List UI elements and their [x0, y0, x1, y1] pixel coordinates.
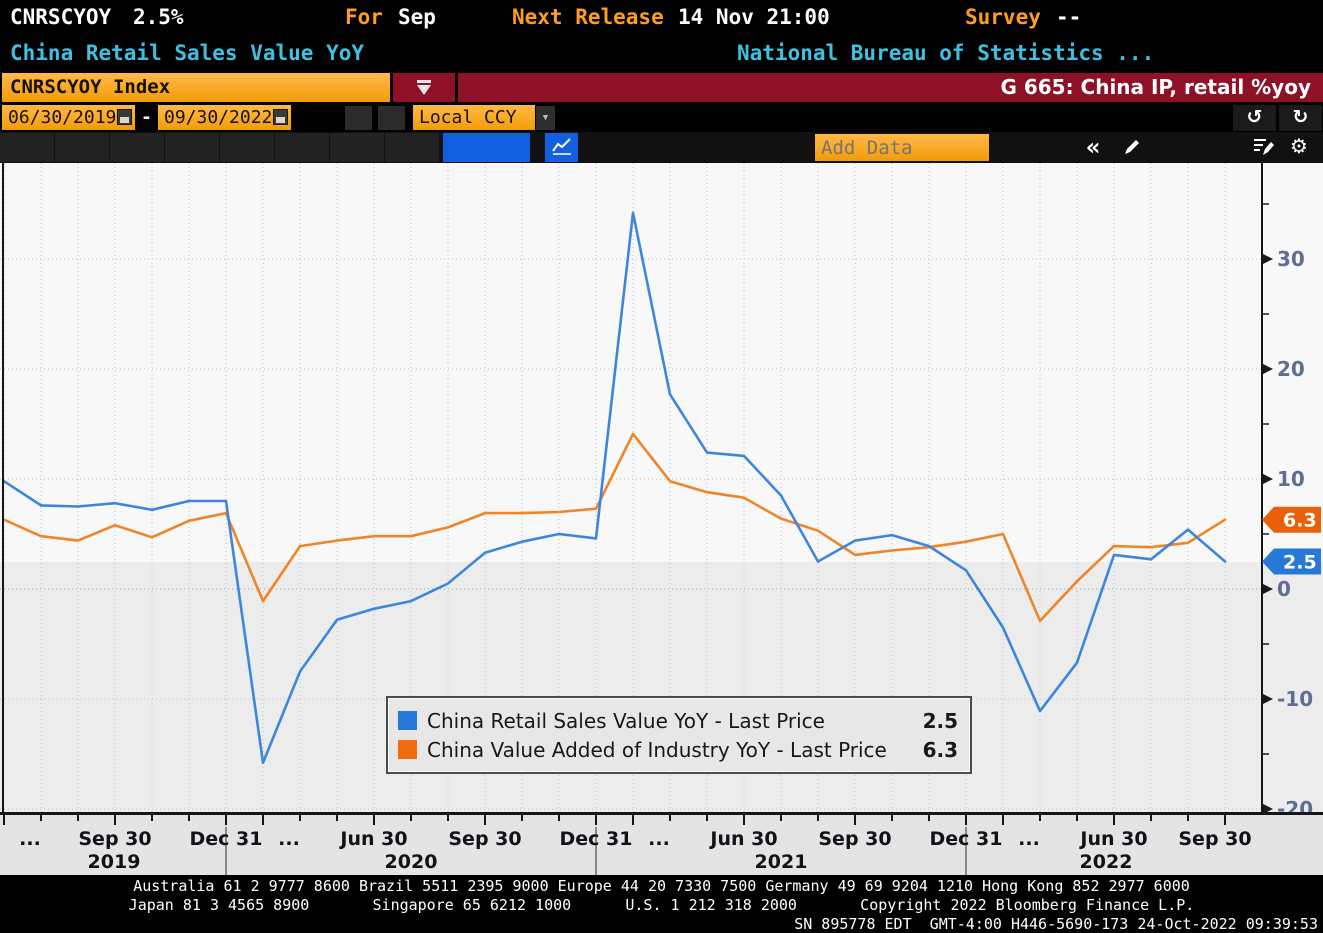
y-major-tick — [1263, 254, 1273, 264]
currency-dropdown-button[interactable]: ▼ — [536, 106, 555, 130]
x-tick-label: Dec 31 — [930, 828, 1003, 850]
survey-label: Survey — [965, 5, 1041, 29]
tab-slot-5[interactable] — [220, 133, 274, 162]
dropdown-funnel-icon — [417, 80, 431, 83]
toolbar-button[interactable] — [378, 106, 405, 130]
annotate-button[interactable] — [1252, 137, 1276, 161]
footer-line-2: Japan 81 3 4565 8900 Singapore 65 6212 1… — [128, 896, 1195, 914]
last-value: 2.5% — [133, 5, 184, 29]
legend-value: 6.3 — [922, 737, 958, 762]
legend-row-industry[interactable]: China Value Added of Industry YoY - Last… — [398, 735, 958, 764]
date-from-field[interactable]: 06/30/2019 — [2, 105, 135, 130]
next-release-value: 14 Nov 21:00 — [678, 5, 830, 29]
series-line-industry — [2, 432, 1227, 623]
security-dropdown-button[interactable] — [393, 73, 455, 102]
header-row-2: China Retail Sales Value YoY National Bu… — [0, 36, 1323, 72]
security-bar: CNRSCYOY Index G 665: China IP, retail %… — [0, 72, 1323, 104]
date-to-field[interactable]: 09/30/2022 — [158, 105, 291, 130]
security-name: China Retail Sales Value YoY — [10, 41, 365, 65]
y-tick-label: 10 — [1277, 467, 1305, 491]
series-line-retail — [2, 211, 1227, 765]
tab-slot-1[interactable] — [0, 133, 54, 162]
chart-plot-area[interactable]: 30 20 10 0 -10 -20 2.5 6.3 China Retail Sales V… — [0, 163, 1323, 812]
currency-select[interactable]: Local CCY — [413, 105, 535, 130]
y-tick-label: 0 — [1277, 577, 1291, 601]
legend-row-retail[interactable]: China Retail Sales Value YoY - Last Pric… — [398, 706, 958, 735]
calendar-icon[interactable] — [117, 109, 132, 125]
chart-title-banner: G 665: China IP, retail %yoy — [458, 73, 1323, 102]
tab-slot-6[interactable] — [275, 133, 329, 162]
line-chart-icon-button[interactable] — [545, 133, 578, 162]
collapse-panel-button[interactable]: « — [1086, 133, 1101, 161]
x-axis-strip: ... Sep 30 Dec 31... Jun 30 Sep 30 Dec 31... J… — [0, 812, 1323, 875]
x-tick-label: Dec 31 — [560, 828, 633, 850]
header-row-1: CNRSCYOY 2.5% For Sep Next Release 14 No… — [0, 0, 1323, 36]
last-price-tag-value: 2.5 — [1283, 552, 1317, 574]
date-range-dash: - — [141, 107, 152, 128]
tab-slot-2[interactable] — [55, 133, 109, 162]
y-tick-label: -10 — [1277, 687, 1313, 711]
settings-gear-button[interactable]: ⚙ — [1290, 134, 1308, 158]
x-tick-label: Jun 30 — [708, 828, 777, 850]
y-major-tick — [1263, 364, 1273, 374]
period-label: For — [345, 5, 383, 29]
tab-slot-4[interactable] — [165, 133, 219, 162]
tab-slot-7[interactable] — [330, 133, 384, 162]
year-label: 2022 — [1080, 851, 1133, 873]
legend-swatch-blue — [398, 711, 417, 730]
tab-slot-3[interactable] — [110, 133, 164, 162]
x-tick-label: ... — [278, 828, 300, 850]
x-tick-label: Jun 30 — [338, 828, 407, 850]
year-label: 2020 — [385, 851, 438, 873]
period-value: Sep — [398, 5, 436, 29]
x-tick-label: Dec 31 — [190, 828, 263, 850]
y-tick-label: 20 — [1277, 357, 1305, 381]
y-major-tick — [1263, 474, 1273, 484]
last-price-tag-retail — [1262, 548, 1321, 575]
calendar-icon[interactable] — [273, 109, 288, 125]
x-tick-label: Sep 30 — [78, 828, 151, 850]
x-tick-label: ... — [648, 828, 670, 850]
chart-toolbar: « ⚙ — [0, 132, 1323, 163]
y-tick-label: -20 — [1277, 797, 1313, 812]
year-label: 2021 — [755, 851, 808, 873]
tab-selected[interactable] — [443, 133, 530, 162]
terminal-footer: Australia 61 2 9777 8600 Brazil 5511 239… — [0, 875, 1323, 933]
security-input[interactable]: CNRSCYOY Index — [2, 73, 390, 102]
x-tick-label: Jun 30 — [1078, 828, 1147, 850]
survey-value: -- — [1056, 5, 1082, 29]
legend-swatch-orange — [398, 740, 417, 759]
line-chart-icon — [551, 138, 571, 155]
y-major-tick — [1263, 804, 1273, 812]
x-axis-canvas: ... Sep 30 Dec 31... Jun 30 Sep 30 Dec 31... J… — [0, 812, 1323, 875]
redo-button[interactable]: ↻ — [1279, 105, 1322, 131]
range-toolbar: 06/30/2019 - 09/30/2022 Local CCY ▼ ↺ ↻ — [0, 104, 1323, 132]
year-label: 2019 — [88, 851, 141, 873]
tab-slot-8[interactable] — [385, 133, 439, 162]
chart-band-upper — [0, 163, 1323, 562]
x-tick-label: Sep 30 — [1178, 828, 1251, 850]
y-major-tick — [1263, 694, 1273, 704]
next-release-label: Next Release — [512, 5, 664, 29]
pencil-icon — [1125, 140, 1139, 154]
footer-line-1: Australia 61 2 9777 8600 Brazil 5511 239… — [133, 877, 1190, 895]
x-tick-label: ... — [1018, 828, 1040, 850]
legend-value: 2.5 — [922, 708, 958, 733]
x-tick-label: ... — [19, 828, 41, 850]
y-major-tick — [1263, 584, 1273, 594]
last-price-tag-industry — [1262, 506, 1321, 533]
chart-legend: China Retail Sales Value YoY - Last Pric… — [386, 696, 972, 774]
last-price-tag-value: 6.3 — [1283, 510, 1317, 532]
ticker: CNRSCYOY — [10, 5, 112, 29]
note-edit-icon — [1254, 139, 1274, 155]
undo-button[interactable]: ↺ — [1233, 105, 1276, 131]
footer-line-3: SN 895778 EDT GMT-4:00 H446-5690-173 24-… — [794, 915, 1318, 933]
draw-pencil-button[interactable] — [1122, 137, 1142, 161]
source-name: National Bureau of Statistics ... — [737, 41, 1155, 65]
add-data-input[interactable] — [815, 134, 989, 161]
y-tick-label: 30 — [1277, 247, 1305, 271]
x-tick-label: Sep 30 — [448, 828, 521, 850]
toolbar-button[interactable] — [345, 106, 372, 130]
x-tick-label: Sep 30 — [818, 828, 891, 850]
